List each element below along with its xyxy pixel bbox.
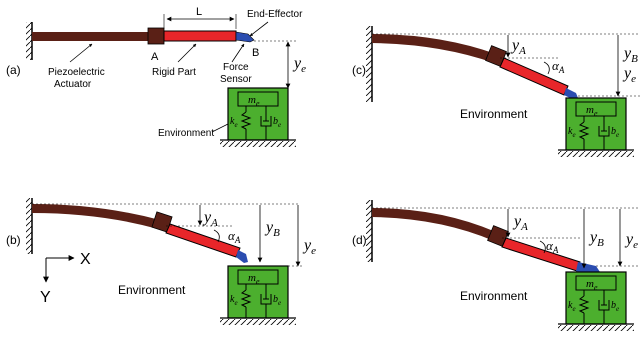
axis-x-label: X [80, 251, 91, 268]
panel-b-tag: (b) [6, 233, 21, 247]
panel-c: (c) yA αA yB ye me ke be Environment [352, 26, 640, 158]
force-sensor [235, 31, 255, 43]
label-rigid-part: Rigid Part [152, 67, 196, 78]
piezo-actuator-d [372, 208, 496, 241]
ya-label-b: yA [202, 209, 218, 229]
environment-a: me ke be [219, 87, 297, 148]
rigid-part [163, 30, 237, 42]
environment-b: me ke be [219, 265, 297, 326]
svg-text:be: be [273, 116, 281, 129]
environment-c: me ke be [557, 97, 635, 158]
svg-text:ke: ke [568, 126, 576, 139]
panel-d: (d) yA αA yB ye me ke be Environment [352, 200, 640, 332]
ye-label-c: ye [622, 65, 636, 85]
label-force-1: Force [223, 62, 249, 73]
label-environment-a: Environment [158, 128, 214, 139]
yb-label-d: yB [588, 229, 604, 249]
svg-text:me: me [586, 104, 598, 118]
alpha-label-b: αA [228, 228, 241, 245]
ye-label-d: ye [624, 231, 638, 251]
svg-text:me: me [248, 272, 260, 286]
rigid-part-d [501, 237, 581, 272]
label-point-a: A [151, 51, 159, 63]
piezo-actuator-b [32, 204, 160, 229]
ya-label-c: yA [510, 37, 526, 57]
svg-text:me: me [248, 94, 260, 108]
yb-label-c: yB [622, 45, 638, 65]
label-piezo-2: Actuator [54, 79, 92, 90]
panel-b: (b) yA αA yB ye me ke be Environment X Y [6, 198, 316, 326]
label-environment-b: Environment [118, 283, 186, 297]
piezo-actuator-c [372, 34, 496, 63]
ya-label-d: yA [512, 213, 528, 233]
force-sensor-b [236, 250, 248, 263]
svg-text:be: be [611, 126, 619, 139]
environment-d: me ke be [557, 271, 635, 332]
svg-text:ke: ke [230, 116, 238, 129]
panel-d-tag: (d) [352, 233, 367, 247]
ye-label: ye [292, 55, 306, 75]
yb-label-b: yB [264, 219, 280, 239]
alpha-label-c: αA [552, 58, 565, 75]
alpha-label-d: αA [546, 238, 559, 255]
ye-label-b: ye [302, 237, 316, 257]
label-environment-c: Environment [460, 107, 528, 121]
svg-text:be: be [611, 300, 619, 313]
panel-c-tag: (c) [352, 63, 366, 77]
wall-hatch [26, 22, 32, 60]
label-force-2: Sensor [220, 74, 252, 85]
clamp-a [147, 27, 165, 45]
svg-text:be: be [273, 294, 281, 307]
label-point-b: B [252, 47, 259, 59]
svg-text:ke: ke [230, 294, 238, 307]
axis-y-label: Y [40, 289, 51, 306]
panel-a: (a) L End-Effector A B Piezoelectric Act… [6, 6, 306, 148]
label-l: L [196, 6, 202, 18]
svg-text:me: me [586, 278, 598, 292]
svg-text:ke: ke [568, 300, 576, 313]
label-environment-d: Environment [460, 289, 528, 303]
piezo-actuator [32, 32, 150, 41]
force-sensor-c [564, 88, 578, 99]
label-piezo-1: Piezoelectric [48, 67, 105, 78]
panel-a-tag: (a) [6, 63, 21, 77]
label-end-effector: End-Effector [247, 9, 303, 20]
